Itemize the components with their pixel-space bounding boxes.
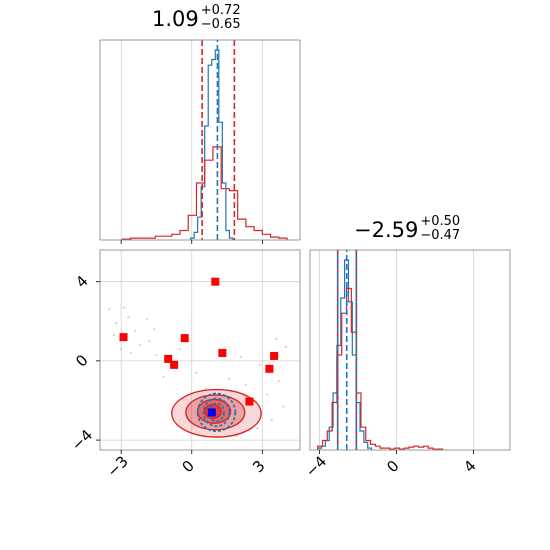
joint-y-tick-label: −4 [68,426,96,454]
background-sample-point [162,375,165,378]
joint-x-tick-label: −3 [103,452,131,480]
background-sample-point [153,328,156,331]
background-sample-point [138,343,142,347]
joint-frame [99,249,301,451]
background-sample-point [256,427,259,430]
red-square-marker [170,360,179,369]
parameter-1-red-histogram [121,146,288,240]
background-sample-point [145,318,149,321]
background-sample-point [204,387,207,390]
background-sample-point [228,377,231,380]
background-sample-point [235,435,238,438]
background-sample-point [244,383,247,386]
background-sample-point [284,345,287,349]
red-square-marker [119,333,128,342]
parameter-2-median: −2.59 [354,218,419,242]
background-sample-point [134,330,137,333]
background-sample-point [275,338,278,341]
parameter-1-frame [99,39,301,241]
background-sample-point [115,322,118,325]
red-square-marker [245,397,254,406]
background-sample-point [148,339,151,343]
red-square-marker [218,348,227,357]
background-sample-point [155,353,158,357]
background-sample-point [240,355,243,359]
parameter-2-red-histogram [317,287,444,450]
parameter-1-errors: +0.72 −0.65 [200,2,241,32]
background-sample-point [258,363,262,366]
joint-y-tick-label: 4 [72,272,91,291]
background-sample-point [127,316,130,319]
background-sample-point [195,371,198,374]
parameter-2-frame [309,249,511,451]
joint-y-tick-label: 0 [72,351,91,370]
blue-density-contour [196,392,237,433]
background-sample-point [129,351,132,355]
joint-density-panel: −3 0 3 −4 0 4 [68,249,301,481]
parameter-2-histogram-panel: −4 0 4 [302,249,511,481]
background-sample-point [120,347,123,351]
background-sample-point [108,308,111,311]
parameter-2-x-tick-label: 4 [460,457,479,476]
parameter-1-blue-histogram [189,49,234,240]
parameter-2-lower-error: −0.47 [420,227,461,243]
background-sample-point [282,405,285,408]
background-sample-point [178,347,182,351]
joint-contents [108,277,287,438]
blue-density-contour [202,397,231,428]
joint-x-tick-label: 3 [249,457,268,476]
parameter-2-blue-histogram [317,259,373,450]
parameter-2-series-group [317,259,444,450]
parameter-2-errors: +0.50 −0.47 [420,213,461,243]
background-sample-point [122,306,125,309]
red-square-marker [180,334,189,343]
parameter-2-x-tick-label: 0 [383,457,402,476]
background-sample-point [113,334,116,337]
red-square-marker [164,354,173,363]
red-square-marker [211,277,220,286]
parameter-1-median: 1.09 [152,7,199,31]
background-sample-point [277,379,280,382]
parameter-1-upper-error: +0.72 [200,2,241,18]
red-square-marker [265,364,274,373]
blue-square-marker [207,408,216,417]
parameter-1-histogram-panel [99,39,301,244]
parameter-2-x-tick-label: −4 [302,452,330,480]
parameter-1-title: 1.09 +0.72 −0.65 [152,2,241,36]
red-square-marker [270,351,279,360]
parameter-2-upper-error: +0.50 [420,213,461,229]
parameter-1-lower-error: −0.65 [200,16,241,32]
parameter-2-title: −2.59 +0.50 −0.47 [354,213,461,247]
joint-x-tick-label: 0 [178,457,197,476]
background-sample-point [270,419,273,422]
background-sample-point [265,393,269,396]
parameter-1-series-group [121,49,288,240]
